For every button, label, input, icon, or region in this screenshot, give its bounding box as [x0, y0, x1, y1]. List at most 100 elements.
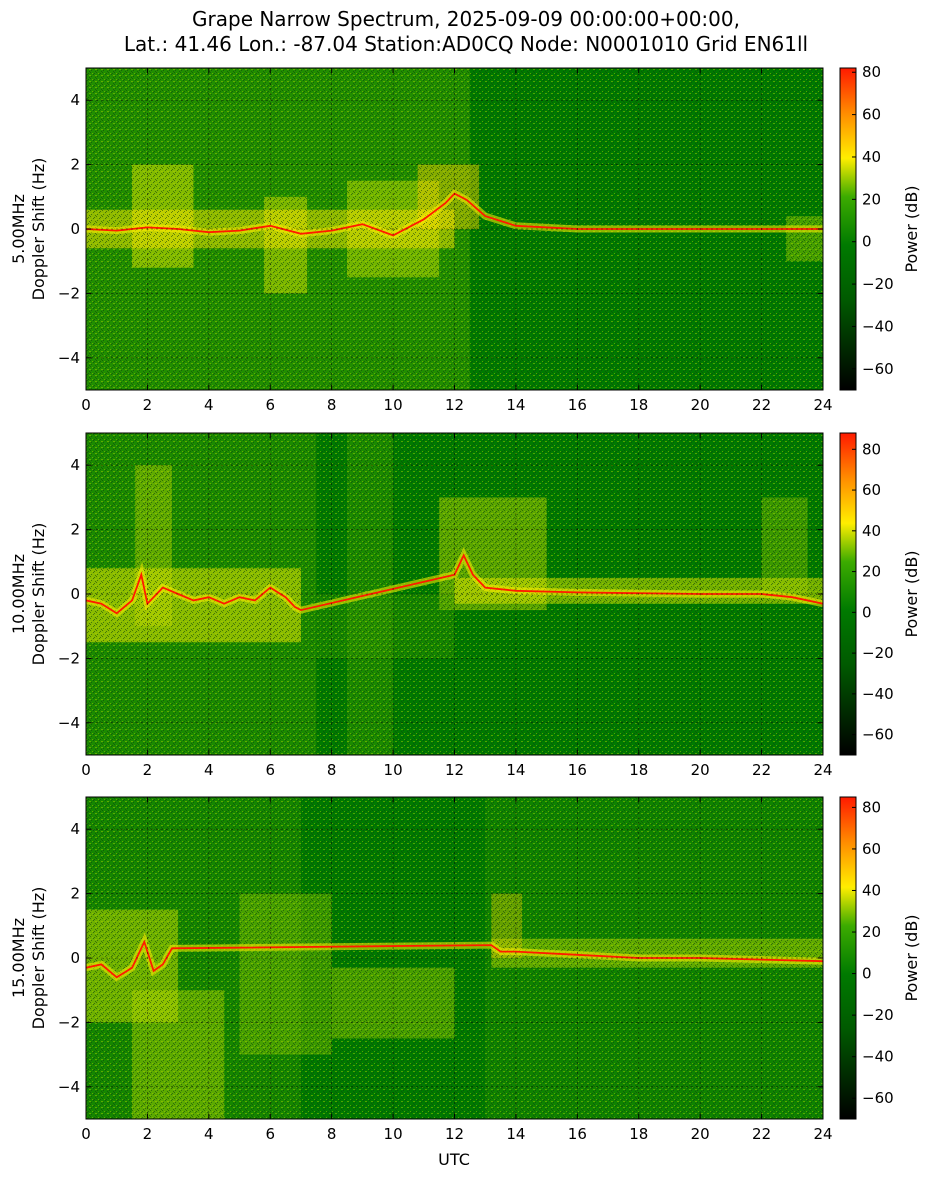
heatmap-2 [86, 433, 823, 755]
heatmap-1 [86, 68, 823, 390]
y-tick-label: −4 [58, 349, 80, 367]
x-tick-label: 8 [327, 396, 337, 414]
y-tick-label: −4 [58, 1078, 80, 1096]
x-tick-label: 22 [752, 1125, 771, 1143]
colorbar-label: Power (dB) [902, 914, 921, 1001]
x-tick-label: 22 [752, 761, 771, 779]
colorbar-label: Power (dB) [902, 185, 921, 272]
y-tick-label: 4 [70, 456, 80, 474]
y-axis-label-doppler: Doppler Shift (Hz) [29, 523, 48, 666]
y-tick-label: 0 [70, 949, 80, 967]
x-tick-label: 12 [445, 1125, 464, 1143]
colorbar [839, 67, 857, 391]
colorbar-tick-label: 40 [862, 522, 881, 540]
x-tick-label: 22 [752, 396, 771, 414]
colorbar-tick-label: 0 [862, 603, 872, 621]
colorbar-tick-label: −60 [862, 726, 894, 744]
x-tick-label: 10 [384, 761, 403, 779]
x-tick-label: 2 [143, 1125, 153, 1143]
colorbar-tick-label: 40 [862, 148, 881, 166]
x-tick-label: 16 [568, 1125, 587, 1143]
y-axis-label-doppler: Doppler Shift (Hz) [29, 158, 48, 301]
x-tick-label: 20 [691, 1125, 710, 1143]
x-tick-label: 2 [143, 761, 153, 779]
carrier-trace [86, 553, 823, 615]
x-tick-label: 8 [327, 761, 337, 779]
x-tick-label: 4 [204, 1125, 214, 1143]
colorbar-tick-label: −20 [862, 1006, 894, 1024]
x-tick-label: 10 [384, 1125, 403, 1143]
y-axis-label-frequency: 10.00MHz [9, 554, 28, 634]
colorbar-tick-label: 20 [862, 563, 881, 581]
colorbar-tick-label: −20 [862, 644, 894, 662]
x-tick-label: 24 [813, 1125, 832, 1143]
colorbar-tick-label: −40 [862, 1048, 894, 1066]
x-tick-label: 12 [445, 396, 464, 414]
x-tick-label: 6 [265, 1125, 275, 1143]
y-axis-label-frequency: 5.00MHz [9, 194, 28, 264]
colorbar-tick-label: −40 [862, 317, 894, 335]
x-tick-label: 20 [691, 761, 710, 779]
colorbar-tick-label: −60 [862, 1089, 894, 1107]
colorbar [839, 432, 857, 756]
colorbar-tick-label: 0 [862, 965, 872, 983]
colorbar-tick-label: 80 [862, 798, 881, 816]
x-tick-label: 0 [81, 396, 91, 414]
colorbar-tick-label: −60 [862, 360, 894, 378]
colorbar-tick-label: 60 [862, 481, 881, 499]
x-tick-label: 10 [384, 396, 403, 414]
x-axis-label: UTC [438, 1150, 470, 1169]
x-tick-label: 6 [265, 396, 275, 414]
y-tick-label: −2 [58, 649, 80, 667]
y-tick-label: 0 [70, 585, 80, 603]
colorbar-tick-label: 80 [862, 63, 881, 81]
y-tick-label: −2 [58, 1013, 80, 1031]
colorbar [839, 796, 857, 1120]
colorbar-tick-label: 60 [862, 840, 881, 858]
y-axis-label-frequency: 15.00MHz [9, 918, 28, 998]
figure-title-line2: Lat.: 41.46 Lon.: -87.04 Station:AD0CQ N… [123, 32, 809, 56]
x-tick-label: 4 [204, 761, 214, 779]
x-tick-label: 18 [629, 761, 648, 779]
x-tick-label: 14 [506, 1125, 525, 1143]
x-tick-label: 0 [81, 761, 91, 779]
figure-title-line1: Grape Narrow Spectrum, 2025-09-09 00:00:… [192, 7, 740, 31]
heatmap-3 [86, 797, 823, 1119]
colorbar-tick-label: 60 [862, 106, 881, 124]
x-tick-label: 18 [629, 1125, 648, 1143]
x-tick-label: 24 [813, 761, 832, 779]
x-tick-label: 12 [445, 761, 464, 779]
colorbar-tick-label: 20 [862, 923, 881, 941]
colorbar-label: Power (dB) [902, 550, 921, 637]
y-tick-label: −4 [58, 714, 80, 732]
colorbar-tick-label: 20 [862, 190, 881, 208]
y-tick-label: −2 [58, 284, 80, 302]
carrier-trace [86, 939, 823, 979]
x-tick-label: 16 [568, 396, 587, 414]
x-tick-label: 16 [568, 761, 587, 779]
y-tick-label: 2 [70, 156, 80, 174]
y-tick-label: 4 [70, 91, 80, 109]
colorbar-tick-label: −40 [862, 685, 894, 703]
colorbar-tick-label: −20 [862, 275, 894, 293]
x-tick-label: 14 [506, 761, 525, 779]
y-tick-label: 0 [70, 220, 80, 238]
y-tick-label: 4 [70, 820, 80, 838]
colorbar-tick-label: 80 [862, 440, 881, 458]
x-tick-label: 18 [629, 396, 648, 414]
x-tick-label: 2 [143, 396, 153, 414]
x-tick-label: 8 [327, 1125, 337, 1143]
carrier-trace [86, 192, 823, 237]
x-tick-label: 20 [691, 396, 710, 414]
colorbar-tick-label: 40 [862, 881, 881, 899]
y-tick-label: 2 [70, 521, 80, 539]
x-tick-label: 4 [204, 396, 214, 414]
colorbar-tick-label: 0 [862, 233, 872, 251]
x-tick-label: 14 [506, 396, 525, 414]
y-tick-label: 2 [70, 885, 80, 903]
